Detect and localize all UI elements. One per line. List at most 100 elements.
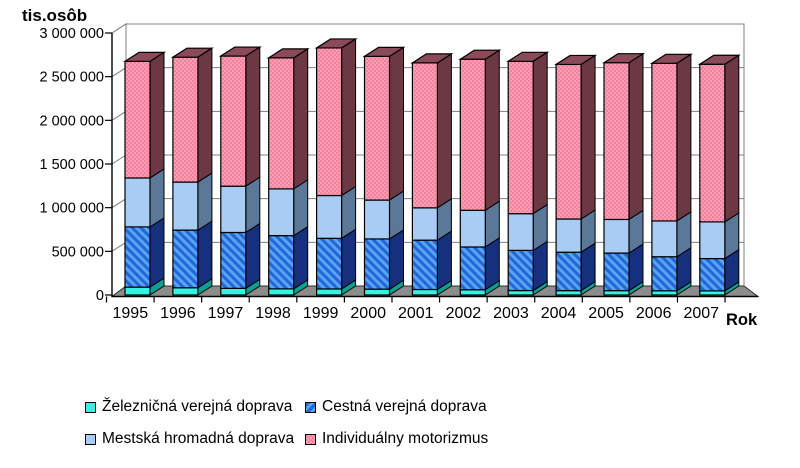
bar-2003-bus — [507, 249, 534, 292]
bar-1998-railway — [268, 288, 295, 296]
bar-2003-individual — [507, 60, 534, 215]
gridline-depth — [111, 67, 127, 78]
bar-side-1995-urban — [149, 168, 165, 228]
bar-1995-individual — [124, 60, 151, 179]
y-tick-label: 1 500 000 — [39, 157, 104, 173]
y-axis-title: tis.osôb — [22, 6, 87, 25]
y-tick-label: 1 000 000 — [39, 201, 104, 217]
bar-top-2000 — [362, 46, 406, 58]
x-tick-label: 1998 — [255, 305, 291, 322]
bar-side-1996-bus — [197, 220, 213, 289]
bar-top-2007 — [697, 54, 741, 65]
x-tick-label: 2007 — [683, 305, 719, 322]
legend-item-railway: Železničná verejná doprava — [85, 398, 305, 416]
stacked-bar-chart: 0 500 000 1 000 000 1 500 000 2 000 000 2 500… — [22, 6, 760, 329]
legend-swatch-individual-icon — [305, 433, 316, 445]
bar-side-2001-bus — [436, 230, 452, 291]
bar-2002-urban — [459, 209, 486, 248]
bar-side-1998-bus — [293, 225, 309, 290]
bar-1995-bus — [124, 226, 151, 288]
x-tick-label: 2003 — [493, 305, 529, 322]
bar-side-1998-individual — [293, 47, 309, 190]
bar-2001-individual — [411, 62, 438, 209]
legend-swatch-bus-icon — [305, 401, 316, 413]
x-tick-label: 2000 — [350, 305, 386, 322]
y-tick-label: 2 000 000 — [39, 113, 104, 129]
legend-label-individual: Individuálny motorizmus — [322, 430, 489, 447]
x-tick-label: 2005 — [588, 305, 624, 322]
x-tick-label: 2004 — [541, 305, 577, 322]
bar-2000-bus — [363, 238, 391, 290]
bar-2002-bus — [459, 246, 486, 291]
bar-side-1997-urban — [245, 176, 261, 234]
bar-side-2002-individual — [484, 49, 500, 212]
bar-2003-railway — [507, 289, 534, 296]
legend-item-individual: Individuálny motorizmus — [305, 430, 488, 448]
bar-2004-individual — [555, 63, 582, 220]
bar-2006-railway — [651, 290, 678, 296]
bar-1996-railway — [172, 287, 199, 296]
bar-side-1995-bus — [149, 216, 165, 289]
bar-2006-urban — [651, 220, 678, 258]
gridline-depth — [111, 241, 127, 252]
gridline-depth — [111, 110, 127, 121]
gridline-depth — [111, 198, 127, 209]
bar-side-1996-individual — [197, 47, 213, 183]
bar-side-1997-individual — [245, 46, 261, 188]
x-tick-label: 2001 — [398, 305, 434, 322]
legend-label-urban: Mestská hromadná doprava — [102, 430, 295, 447]
legend-swatch-urban-icon — [85, 433, 96, 445]
bar-1998-urban — [268, 188, 295, 237]
gridline-depth — [111, 23, 127, 34]
bar-1999-urban — [316, 194, 343, 239]
bar-1997-urban — [220, 185, 247, 234]
bar-top-2004 — [554, 54, 598, 66]
bar-1999-individual — [316, 47, 343, 197]
bar-top-1997 — [218, 46, 262, 57]
bar-1999-bus — [316, 237, 343, 290]
legend-item-bus: Cestná verejná doprava — [305, 398, 488, 416]
bar-1995-railway — [124, 286, 151, 296]
bar-2007-railway — [699, 290, 726, 296]
bar-2005-individual — [603, 62, 630, 221]
bar-side-2007-individual — [724, 54, 740, 223]
x-tick-label: 1996 — [160, 305, 196, 322]
bar-2001-urban — [411, 207, 438, 241]
bar-1995-urban — [124, 177, 151, 228]
bar-side-1996-urban — [197, 172, 213, 232]
legend-label-railway: Železničná verejná doprava — [102, 398, 293, 415]
bar-side-2005-individual — [628, 52, 644, 221]
bar-side-2001-individual — [436, 52, 452, 209]
bar-2006-individual — [651, 62, 678, 222]
bar-2000-individual — [363, 55, 391, 201]
bar-1998-individual — [268, 57, 295, 190]
bar-side-1999-individual — [341, 38, 357, 197]
bar-top-2002 — [458, 49, 502, 60]
bar-2004-urban — [555, 218, 582, 253]
y-tick-label: 3 000 000 — [39, 26, 104, 42]
x-axis-title: Rok — [726, 311, 758, 329]
bar-1996-bus — [172, 229, 199, 289]
x-tick-label: 2006 — [636, 305, 672, 322]
bar-top-2001 — [410, 53, 454, 64]
bar-2007-individual — [699, 63, 726, 223]
bar-top-2006 — [649, 53, 693, 64]
bar-2005-railway — [603, 290, 630, 296]
x-tick-label: 1997 — [208, 305, 244, 322]
bar-2006-bus — [651, 256, 678, 292]
bar-top-1995 — [122, 51, 167, 62]
bar-2005-urban — [603, 218, 630, 254]
x-tick-label: 2002 — [446, 305, 482, 322]
x-tick-label: 1999 — [303, 305, 339, 322]
y-tick-label: 500 000 — [52, 244, 104, 260]
bar-2000-railway — [363, 288, 391, 296]
bar-2004-railway — [555, 290, 582, 296]
legend-label-bus: Cestná verejná doprava — [322, 398, 487, 415]
bar-top-2003 — [506, 51, 550, 62]
bar-side-1999-bus — [341, 228, 357, 290]
bar-2004-bus — [555, 251, 582, 292]
bar-2002-individual — [459, 58, 486, 211]
legend: Železničná verejná doprava Cestná verejn… — [85, 398, 488, 448]
bar-1996-individual — [172, 56, 199, 183]
